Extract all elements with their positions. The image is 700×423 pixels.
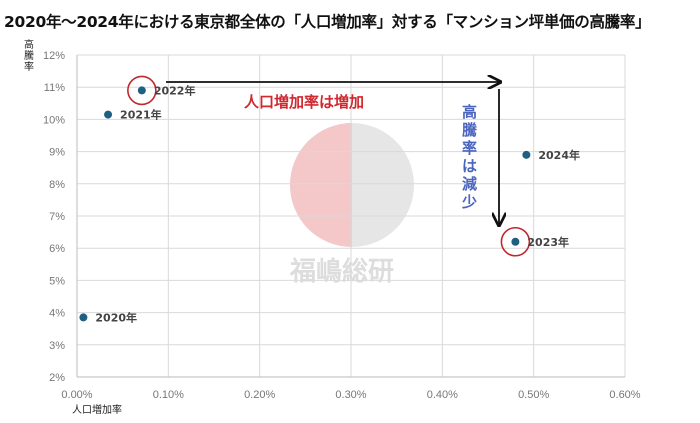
svg-text:4%: 4% — [49, 308, 65, 320]
svg-text:減: 減 — [462, 175, 477, 193]
svg-text:騰: 騰 — [462, 121, 478, 139]
data-point — [137, 86, 146, 95]
svg-text:0.30%: 0.30% — [335, 389, 366, 401]
point-label: 2024年 — [538, 148, 580, 162]
data-point — [79, 313, 88, 322]
grid — [76, 54, 626, 378]
svg-text:0.10%: 0.10% — [153, 389, 184, 401]
svg-text:0.00%: 0.00% — [61, 389, 92, 401]
svg-text:5%: 5% — [49, 275, 65, 287]
svg-text:3%: 3% — [49, 340, 65, 352]
data-point — [522, 150, 531, 159]
x-axis-label: 人口増加率 — [72, 403, 122, 416]
svg-text:11%: 11% — [44, 82, 65, 94]
svg-text:7%: 7% — [49, 211, 65, 223]
point-label: 2022年 — [154, 83, 196, 97]
axis-ticks: 0.00% 0.10% 0.20% 0.30% 0.40% 0.50% 0.60% 2% 3% 4… — [43, 50, 641, 401]
population-annotation: 人口増加率は増加 — [244, 93, 364, 111]
highlight-circle — [127, 75, 157, 106]
point-label: 2020年 — [95, 310, 137, 324]
highlight-circle — [500, 226, 531, 257]
svg-text:0.50%: 0.50% — [518, 389, 549, 401]
svg-text:福嶋総研: 福嶋総研 — [289, 256, 394, 287]
svg-text:6%: 6% — [49, 243, 65, 255]
svg-text:0.60%: 0.60% — [609, 389, 640, 401]
svg-text:率: 率 — [462, 139, 477, 157]
data-point — [511, 237, 520, 246]
data-point — [104, 110, 113, 119]
svg-text:は: は — [462, 157, 477, 175]
svg-text:10%: 10% — [43, 114, 65, 126]
data-points: 2020年 2021年 2022年 2023年 2024年 — [79, 75, 580, 324]
svg-text:高: 高 — [462, 103, 477, 121]
svg-text:12%: 12% — [43, 50, 65, 62]
svg-text:9%: 9% — [49, 147, 65, 159]
point-label: 2023年 — [527, 235, 569, 249]
svg-text:0.20%: 0.20% — [244, 389, 275, 401]
point-label: 2021年 — [120, 108, 162, 122]
svg-text:2%: 2% — [49, 372, 65, 384]
svg-text:0.40%: 0.40% — [427, 389, 458, 401]
annotation-arrows — [166, 82, 500, 225]
y-axis-label: 高騰率 — [24, 38, 34, 73]
chart-title: 2020年〜2024年における東京都全体の「人口増加率」対する「マンション坪単価… — [4, 13, 651, 31]
svg-text:少: 少 — [461, 193, 477, 211]
svg-text:8%: 8% — [49, 179, 65, 191]
